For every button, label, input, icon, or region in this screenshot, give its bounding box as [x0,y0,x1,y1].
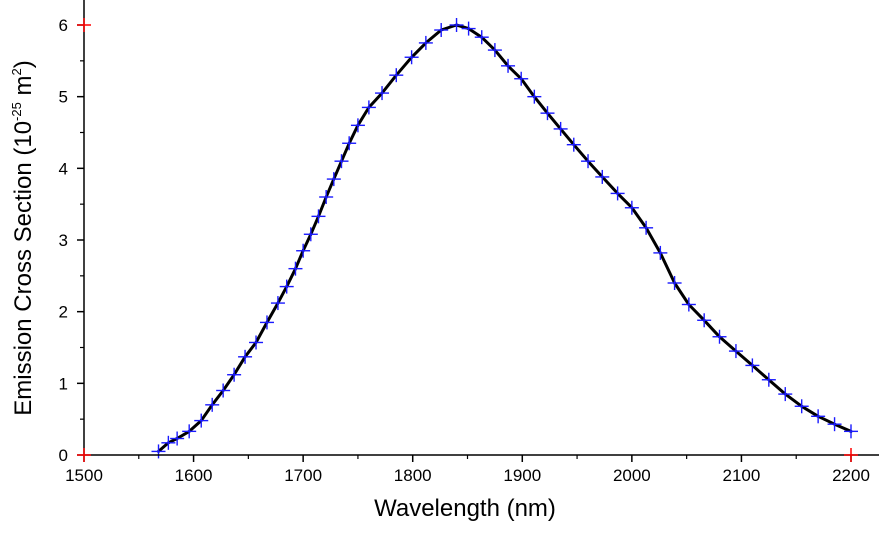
data-point [610,186,625,201]
corner-marker [77,448,91,462]
corner-marker [77,18,91,32]
y-tick-label-4: 4 [59,159,68,178]
series-line-0 [157,23,853,453]
data-point [182,424,197,439]
data-point [249,335,264,350]
data-point [667,276,682,290]
data-point [279,279,294,294]
y-tick-label-2: 2 [59,303,68,322]
data-point [350,118,365,133]
data-point [540,106,555,121]
x-tick-label-1900: 1900 [503,466,541,485]
data-point [624,200,639,215]
data-point [161,435,176,450]
series-line-group [157,23,853,453]
data-point [844,424,858,439]
y-tick-label-0: 0 [59,446,68,465]
data-point [270,296,285,311]
data-point [216,383,231,398]
data-point [794,399,809,414]
x-tick-label-1800: 1800 [394,466,432,485]
data-point [319,190,334,204]
corner-markers-group [77,18,858,462]
data-point [595,169,610,184]
x-tick-label-1600: 1600 [175,466,213,485]
y-axis-title-unit-exponent: 2 [9,68,24,75]
data-markers-group [151,18,858,459]
y-tick-label-3: 3 [59,231,68,250]
data-point [418,35,433,50]
data-point [259,315,274,330]
x-tick-label-2100: 2100 [723,466,761,485]
x-tick-label-1500: 1500 [65,466,103,485]
y-axis-title-main: Emission Cross Section (10 [10,121,37,416]
data-point [811,409,826,424]
y-axis-title: Emission Cross Section (10-25 m2) [9,60,37,415]
data-point [566,137,581,152]
data-point [404,50,419,65]
x-tick-label-2200: 2200 [832,466,870,485]
x-tick-label-1700: 1700 [284,466,322,485]
y-axis-title-exponent: -25 [9,102,24,121]
data-point [697,313,712,328]
x-axis-title: Wavelength (nm) [374,495,556,522]
data-point [334,154,349,169]
data-point [288,261,303,276]
data-point [375,86,390,101]
data-point [461,21,476,36]
data-point [681,297,696,312]
data-point [170,431,185,446]
data-point [326,172,341,187]
data-point [238,349,253,364]
data-point [342,136,357,151]
data-point [827,417,842,432]
data-point [761,372,776,387]
y-tick-label-6: 6 [59,16,68,35]
y-axis-title-close: ) [10,60,37,68]
data-point [296,243,311,258]
data-point [151,444,166,459]
data-point [639,220,654,235]
data-point [303,227,318,242]
data-point [205,397,220,412]
data-point [745,358,760,373]
x-tick-label-2000: 2000 [613,466,651,485]
data-point [553,121,568,136]
corner-marker [844,448,858,462]
data-point [449,18,464,32]
data-point [653,245,668,260]
data-point [728,344,743,359]
data-point [581,154,596,169]
data-point [194,413,209,428]
axes-group [83,0,879,456]
data-point [712,329,727,344]
tick-labels-group: 0 1 2 3 4 5 6 1500 1600 1700 1800 1900 2000 2100 2200 [59,16,870,485]
data-point [389,68,404,83]
data-point [227,367,242,382]
data-point [487,43,502,58]
y-tick-label-1: 1 [59,374,68,393]
data-point [434,23,449,38]
data-point [514,71,529,86]
data-point [311,209,326,224]
data-point [501,58,516,73]
data-point [527,89,542,104]
data-point [474,30,489,45]
y-tick-label-5: 5 [59,88,68,107]
data-point [778,387,793,402]
y-axis-title-unit: m [10,75,37,102]
data-point [361,100,376,115]
